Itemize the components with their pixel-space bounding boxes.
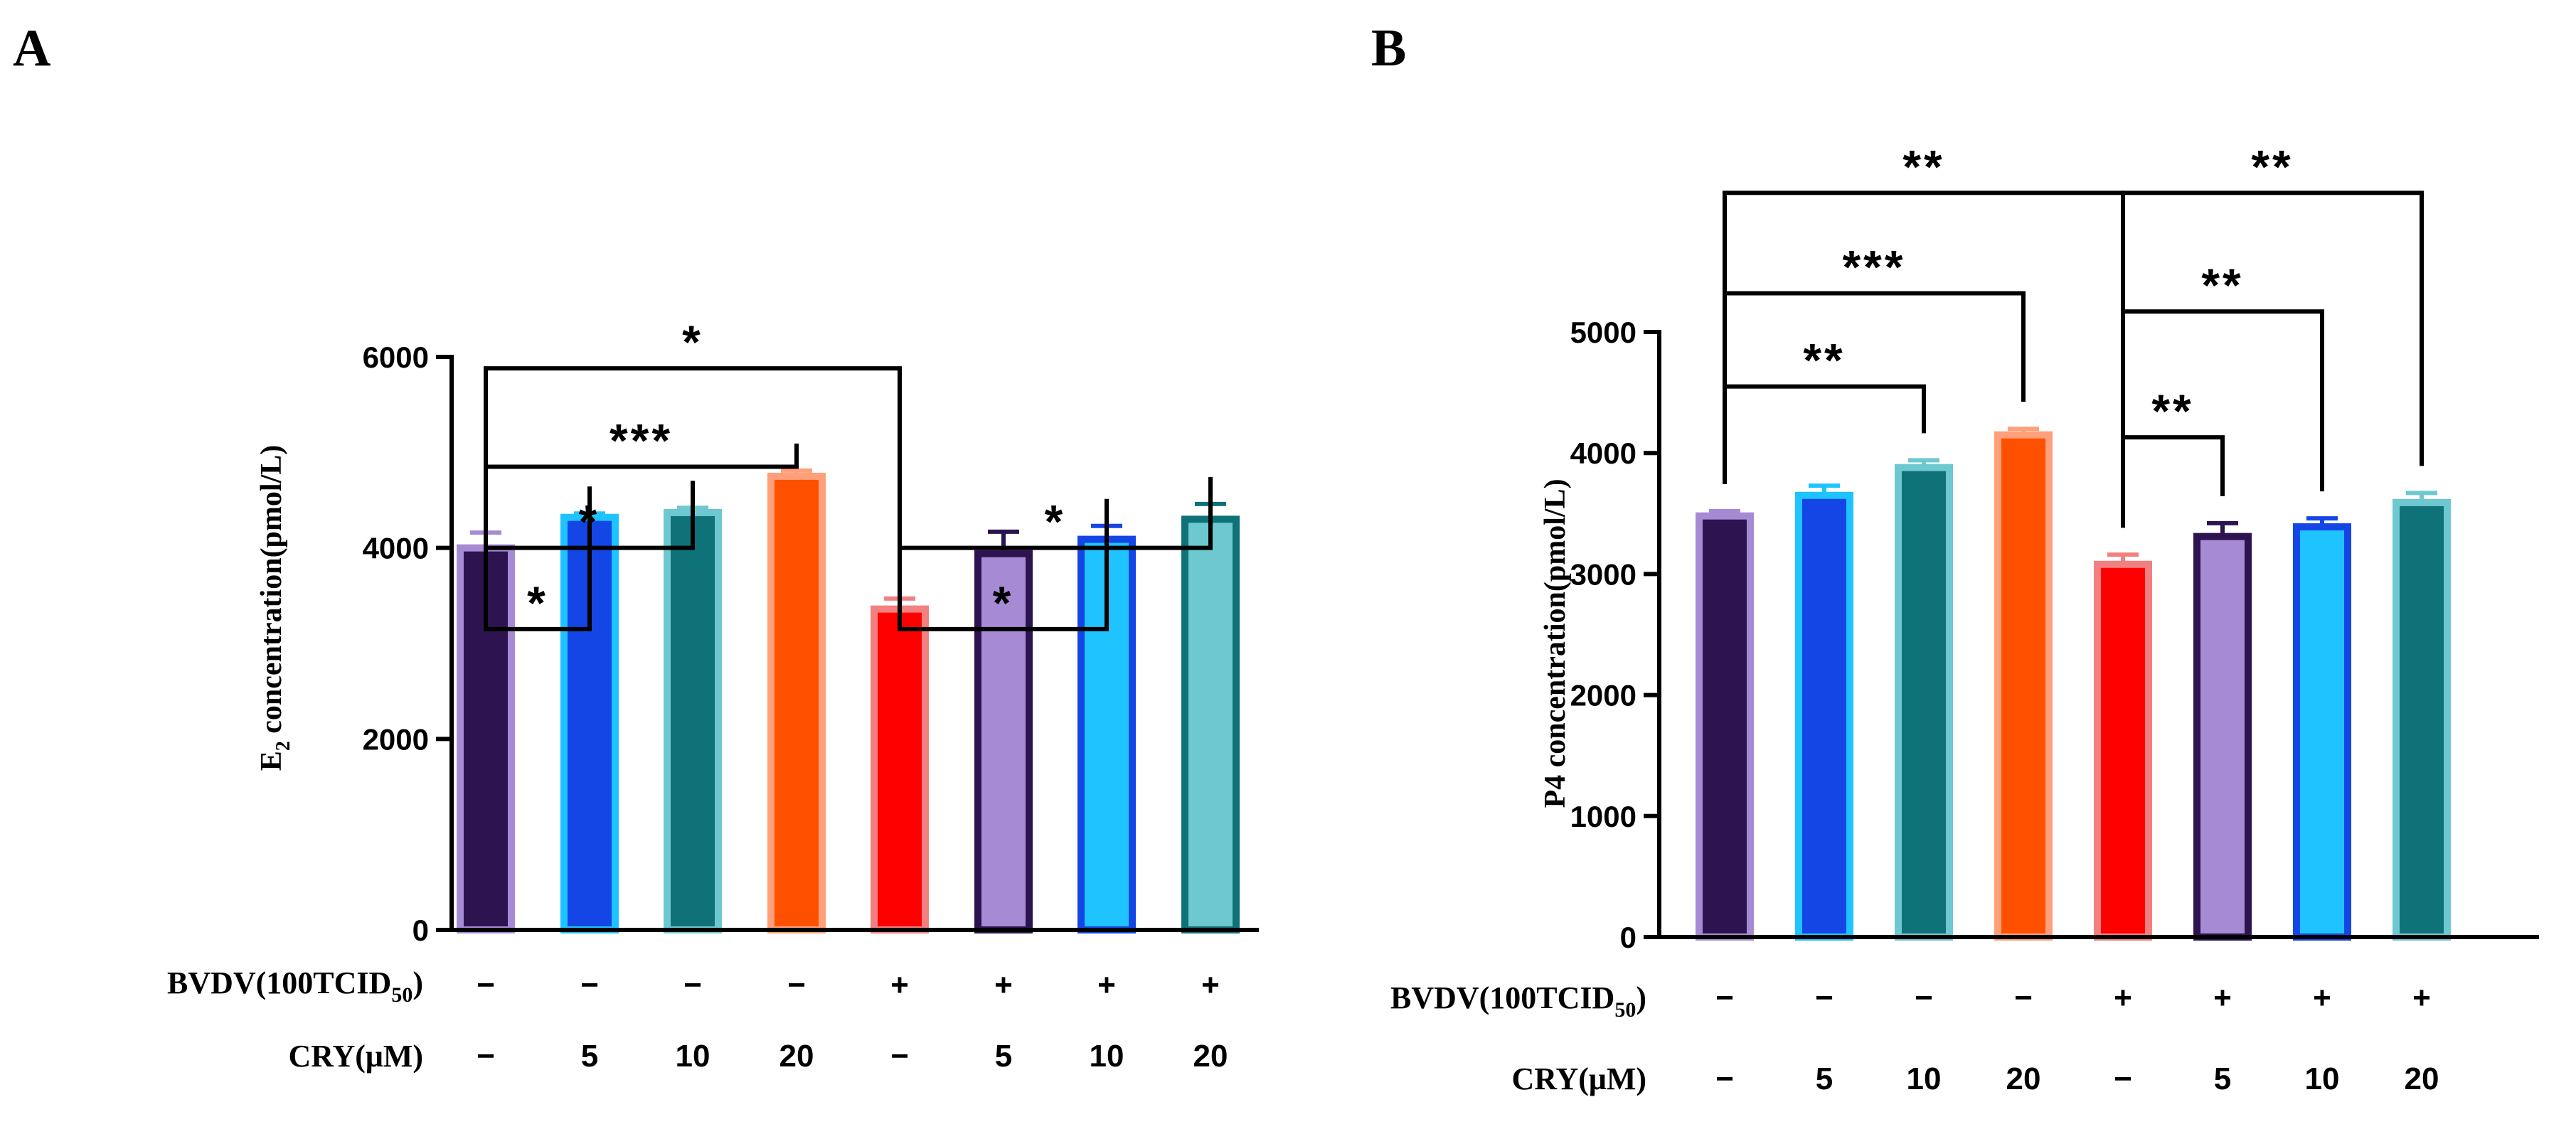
panel-a-significance: ********	[484, 316, 1213, 631]
panel-a-axes	[449, 355, 1259, 932]
panel-b-bvdv-row-label: BVDV(100TCID50)	[1390, 980, 1646, 1022]
significance-bracket-5	[898, 498, 1109, 631]
bar-3	[1895, 464, 1953, 941]
bvdv-cell-4: −	[787, 968, 806, 1002]
bvdv-cell-1: −	[477, 968, 495, 1002]
panel-a-y-axis-label: E2 concentration(pmol/L)	[255, 445, 294, 771]
significance-bracket-1	[1723, 384, 1926, 484]
cry-cell-5: −	[2114, 1061, 2132, 1096]
cry-cell-8: 20	[2405, 1061, 2439, 1096]
cry-cell-6: 5	[2214, 1061, 2231, 1096]
panel-b-axes	[1657, 330, 2539, 939]
bvdv-cell-7: +	[2313, 980, 2331, 1015]
bvdv-cell-5: +	[2114, 980, 2132, 1015]
bvdv-cell-1: −	[1715, 980, 1734, 1015]
significance-label-5: **	[2201, 259, 2243, 311]
bar-7	[2293, 523, 2351, 941]
bvdv-cell-8: +	[1201, 968, 1220, 1002]
cry-cell-6: 5	[995, 1039, 1012, 1074]
significance-bracket-6	[2121, 191, 2424, 528]
panel-a-y-ticks: 0 2000 4000 6000	[363, 341, 452, 947]
panel-b-significance: *************	[1723, 140, 2424, 528]
panel-b-y-tick-label: 5000	[1570, 316, 1636, 349]
panel-a: A E2 concentration(pmol/L) 0 2000 4000 6000…	[13, 19, 1259, 1074]
cry-cell-3: 10	[676, 1039, 710, 1074]
bvdv-cell-6: +	[2213, 980, 2232, 1015]
bvdv-cell-7: +	[1097, 968, 1116, 1002]
cry-cell-4: 20	[2006, 1061, 2041, 1096]
bvdv-cell-5: +	[890, 968, 909, 1002]
significance-label-3: ***	[610, 414, 673, 466]
bvdv-cell-3: −	[1915, 980, 1933, 1015]
panel-a-y-tick-label: 0	[413, 914, 429, 947]
bar-2	[1795, 491, 1853, 941]
significance-bracket-4	[484, 366, 902, 572]
bar-3	[664, 508, 722, 933]
bar-6	[2193, 533, 2252, 941]
significance-label-5: *	[993, 577, 1014, 629]
bvdv-cell-6: +	[994, 968, 1013, 1002]
panel-a-y-tick-label: 2000	[363, 722, 429, 756]
cry-cell-8: 20	[1193, 1039, 1228, 1074]
significance-label-6: *	[1045, 496, 1066, 548]
cry-cell-7: 10	[1090, 1039, 1124, 1074]
panel-a-bars	[457, 468, 1240, 933]
significance-bracket-1	[484, 486, 592, 631]
bvdv-cell-3: −	[683, 968, 702, 1002]
panel-b-y-tick-label: 1000	[1570, 800, 1636, 833]
cry-cell-3: 10	[1907, 1061, 1942, 1096]
bar-4	[767, 472, 826, 933]
bar-5	[871, 605, 929, 933]
bvdv-cell-4: −	[2014, 980, 2033, 1015]
significance-label-4: **	[2151, 385, 2193, 437]
significance-label-1: *	[527, 577, 548, 629]
bvdv-cell-2: −	[1815, 980, 1833, 1015]
significance-bracket-6	[898, 476, 1213, 572]
panel-b-y-ticks: 0 1000 2000 3000 4000 5000	[1570, 316, 1659, 954]
panel-a-y-tick-label: 6000	[363, 341, 429, 374]
panel-b: B P4 concentration(pmol/L) 0 1000 2000 3000…	[1371, 19, 2539, 1096]
cry-cell-5: −	[890, 1039, 909, 1074]
significance-label-6: **	[2251, 140, 2293, 193]
panel-b-y-axis-label: P4 concentration(pmol/L)	[1539, 478, 1572, 808]
panel-b-cry-row-label: CRY(μM)	[1511, 1061, 1646, 1096]
cry-cell-2: 5	[581, 1039, 598, 1074]
panel-a-y-tick-label: 4000	[363, 532, 429, 565]
panel-b-y-tick-label: 0	[1620, 921, 1636, 954]
panel-b-bars	[1696, 427, 2451, 941]
cry-cell-4: 20	[779, 1039, 814, 1074]
panel-b-y-tick-label: 2000	[1570, 679, 1636, 712]
panel-a-treatment-rows: − − − − + + + + − 5 10 20 − 5 10 20	[477, 968, 1228, 1074]
cry-cell-1: −	[477, 1039, 495, 1074]
significance-bracket-2	[1723, 291, 2026, 484]
cry-cell-7: 10	[2305, 1061, 2340, 1096]
bar-4	[1994, 431, 2053, 941]
cry-cell-1: −	[1715, 1061, 1734, 1096]
panel-a-cry-row-label: CRY(μM)	[288, 1039, 423, 1074]
panel-a-bvdv-row-label: BVDV(100TCID50)	[167, 965, 423, 1007]
significance-label-2: *	[579, 496, 600, 548]
bar-8	[2393, 498, 2451, 941]
significance-label-4: *	[682, 316, 703, 368]
significance-label-2: ***	[1842, 241, 1905, 294]
bar-8	[1181, 515, 1240, 933]
panel-b-y-tick-label: 3000	[1570, 557, 1636, 591]
panel-b-label: B	[1371, 19, 1406, 77]
bar-5	[2094, 560, 2152, 941]
significance-bracket-4	[2121, 435, 2225, 528]
significance-label-1: **	[1803, 334, 1845, 387]
panel-a-label: A	[13, 19, 50, 77]
bar-1	[1696, 512, 1754, 941]
bvdv-cell-2: −	[580, 968, 599, 1002]
panel-b-treatment-rows: − − − − + + + + − 5 10 20 − 5 10 20	[1715, 980, 2439, 1096]
cry-cell-2: 5	[1816, 1061, 1833, 1096]
panel-b-y-tick-label: 4000	[1570, 437, 1636, 470]
significance-bracket-2	[484, 481, 695, 550]
significance-label-3: **	[1902, 140, 1944, 193]
bvdv-cell-8: +	[2412, 980, 2431, 1015]
